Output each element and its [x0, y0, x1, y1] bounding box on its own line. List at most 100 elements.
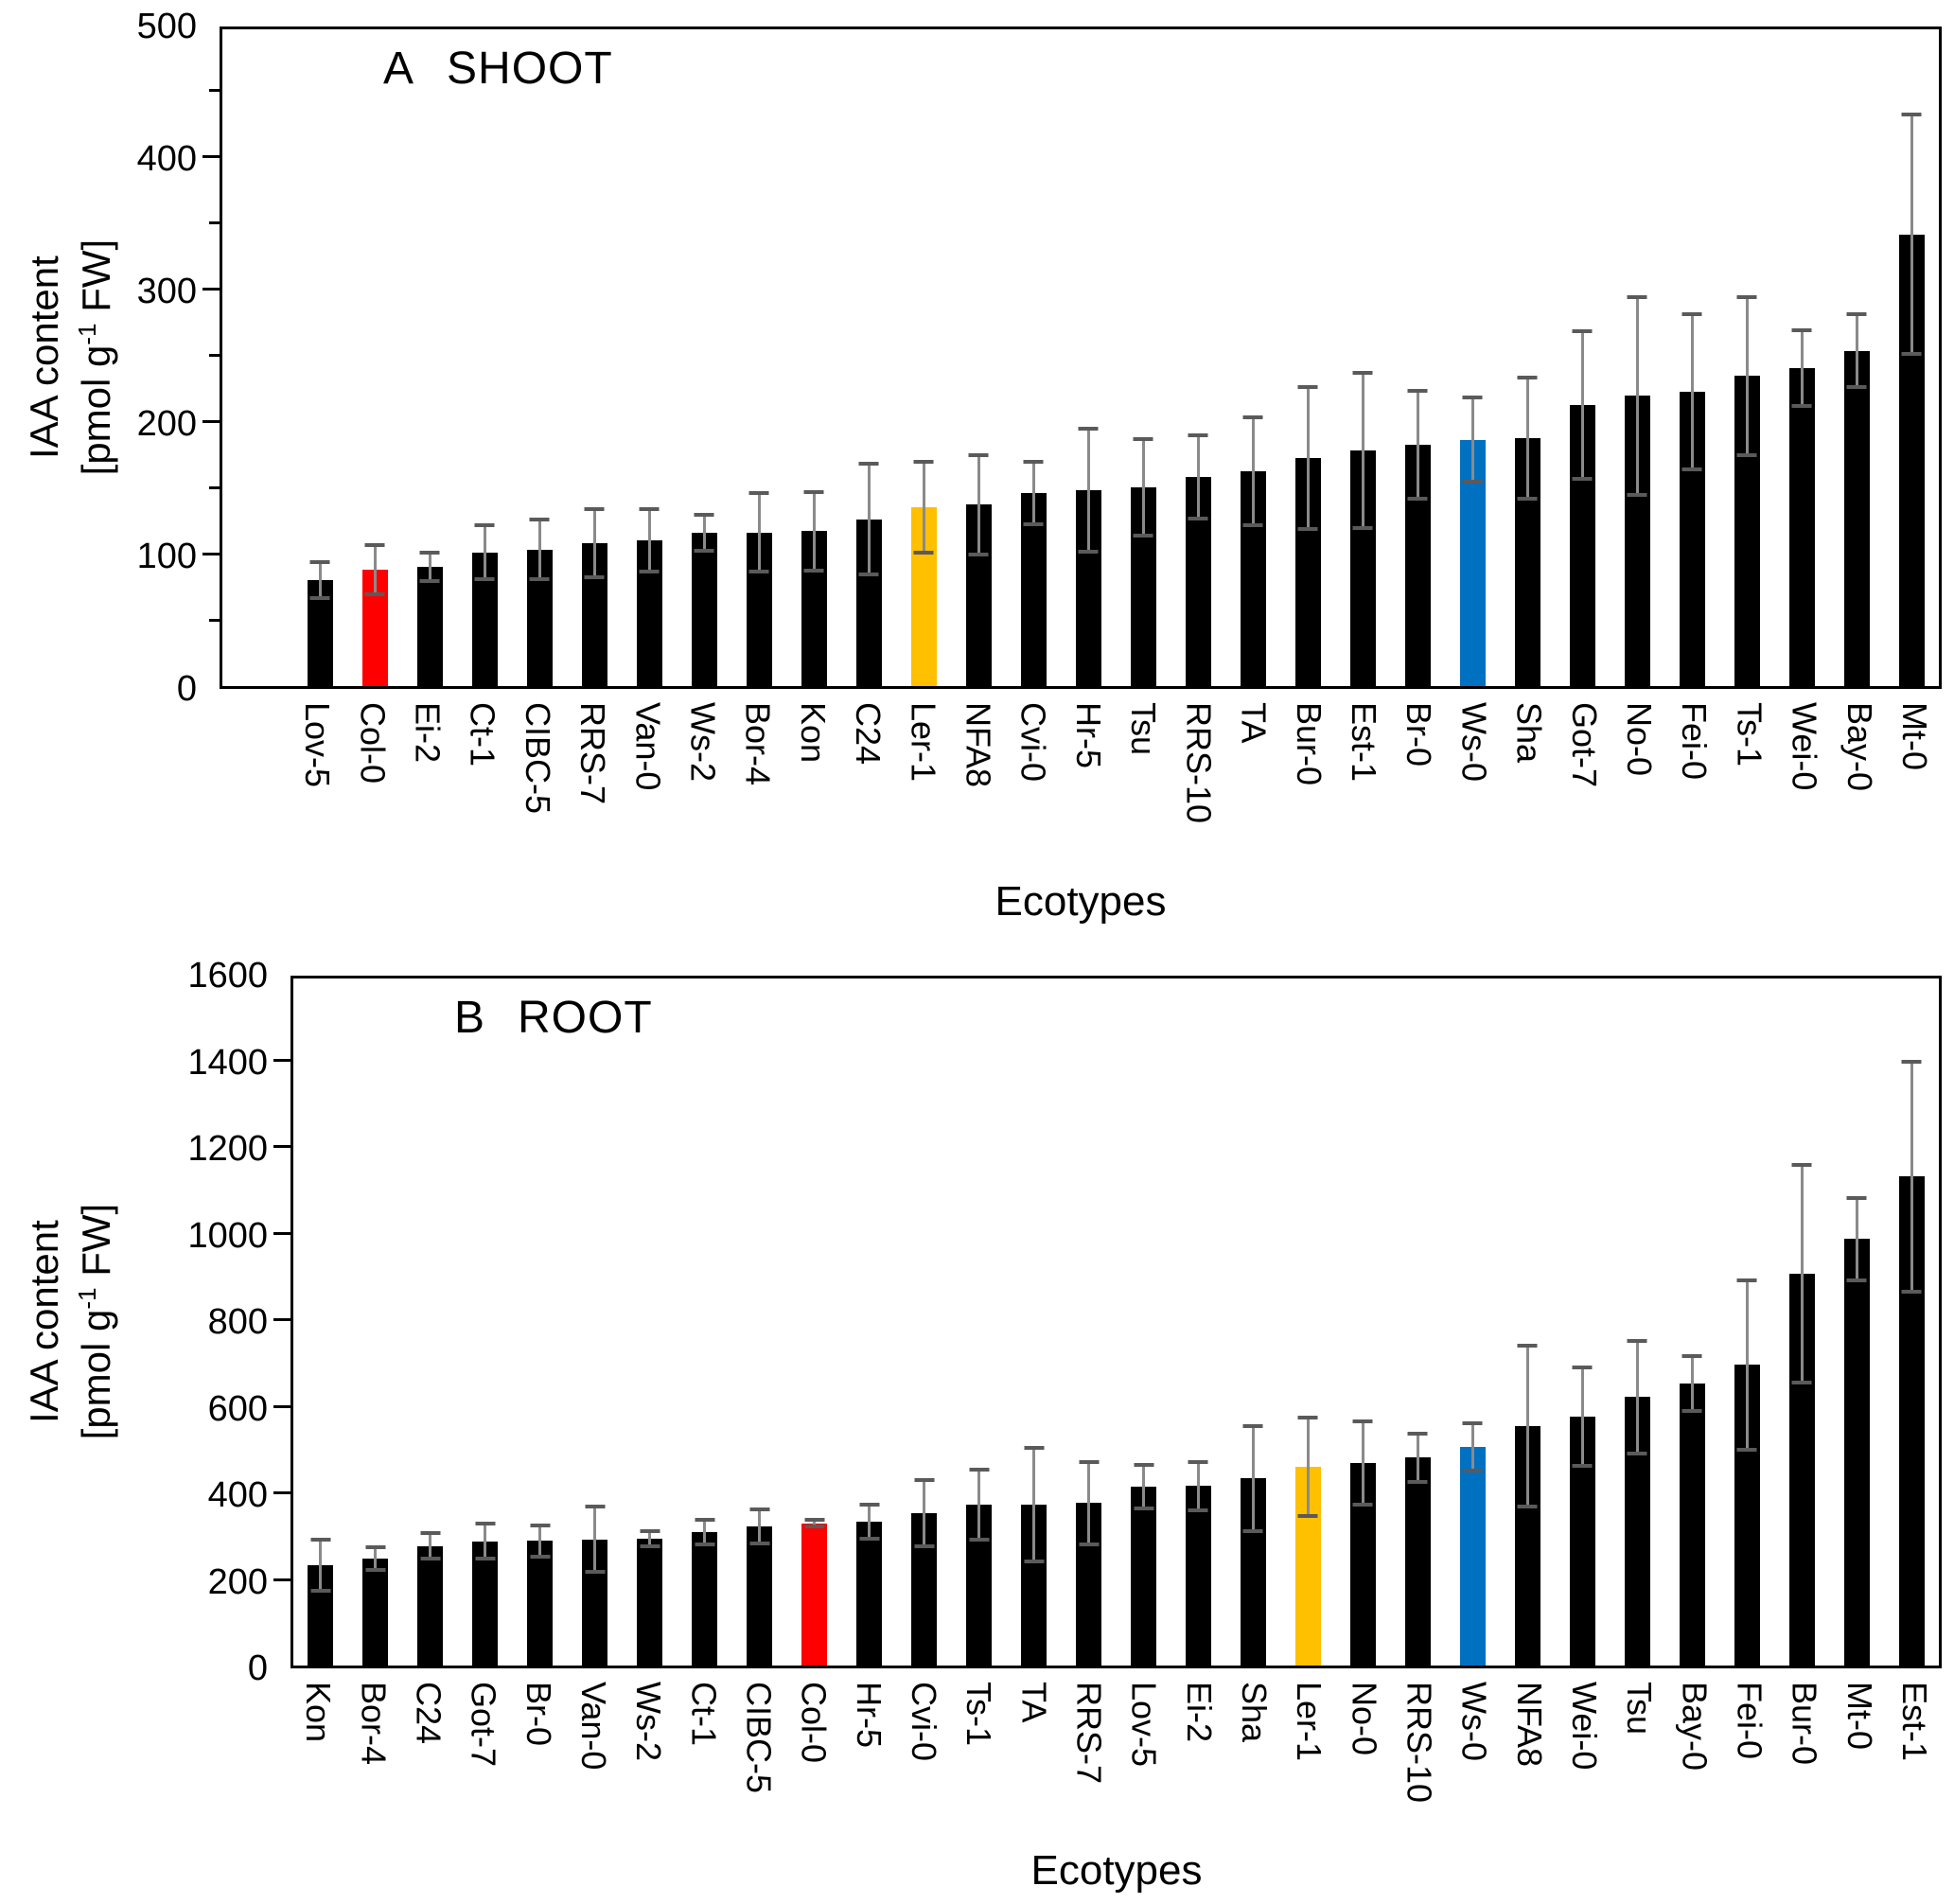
error-bar-cap [1627, 295, 1647, 300]
bar-Got-7 [472, 1541, 499, 1666]
x-category-label: Ws-2 [629, 1682, 669, 1761]
bar-Ei-2 [1185, 1486, 1211, 1666]
x-label-slot: Tsu [1116, 702, 1171, 896]
y-tick-label: 600 [207, 1388, 268, 1429]
error-bar [420, 1531, 441, 1561]
bar-slot [347, 29, 402, 686]
bar-slot [1829, 29, 1884, 686]
x-label-slot: Hr-5 [841, 1682, 896, 1876]
axis-tick [273, 1578, 290, 1581]
x-label-slot: Sha [1501, 702, 1556, 896]
bar-slot [513, 978, 568, 1666]
axis-tick [273, 1318, 290, 1321]
error-bar-cap [969, 1467, 990, 1472]
error-bar [1188, 432, 1208, 520]
x-label-slot: Mt-0 [1832, 1682, 1887, 1876]
x-category-label: Ws-0 [1454, 702, 1494, 782]
bar-slot [1225, 29, 1280, 686]
error-bar [695, 1518, 715, 1546]
error-bar-cap [309, 560, 330, 564]
plot-area-shoot: A SHOOT [202, 26, 1942, 689]
error-bar-line [757, 491, 761, 573]
error-bar-line [1635, 295, 1639, 497]
error-bar-cap [365, 1545, 386, 1550]
error-bar-line [703, 1518, 707, 1546]
axis-tick [209, 221, 220, 224]
error-bar-line [977, 1467, 981, 1542]
error-bar-cap [804, 1525, 825, 1529]
x-category-label: Sha [1509, 702, 1549, 764]
error-bar-line [1141, 436, 1145, 538]
error-bar-cap [1188, 517, 1208, 520]
y-tick-label: 1000 [187, 1215, 268, 1256]
error-bar [530, 1523, 551, 1559]
panel-letter: A [383, 44, 415, 94]
error-bar [1024, 1446, 1045, 1563]
x-label-slot: C24 [840, 702, 895, 896]
error-bar-cap [1407, 1431, 1428, 1436]
bar-slot [403, 978, 458, 1666]
y-axis-tick-labels: 0 200 400 600 800 1000 1200 1400 1600 [0, 957, 281, 1687]
error-bar-line [593, 1505, 597, 1575]
x-label-slot: Ei-2 [399, 702, 454, 896]
bar-Bor-4 [362, 1559, 389, 1666]
y-tick-label: 0 [176, 669, 197, 709]
error-bar-cap [1023, 459, 1044, 464]
error-bar-line [1032, 1446, 1036, 1563]
bar-slot [1555, 29, 1610, 686]
axis-tick [202, 155, 220, 158]
error-bar-line [1690, 312, 1694, 472]
x-label-slot: RRS-7 [1061, 1682, 1116, 1876]
x-label-slot: C24 [400, 1682, 455, 1876]
axis-tick [209, 89, 220, 92]
x-label-slot: Br-0 [511, 1682, 566, 1876]
error-bar-line [1580, 1365, 1584, 1468]
error-bar-cap [639, 570, 660, 573]
error-bar-cap [858, 462, 879, 467]
error-bar-cap [639, 507, 660, 511]
bar-slot [1280, 978, 1335, 1666]
bar-Bay-0 [1679, 1383, 1705, 1666]
x-category-label: Col-0 [353, 702, 393, 785]
y-tick-label: 300 [136, 272, 197, 311]
x-label-slot: Est-1 [1887, 1682, 1942, 1876]
error-bar-cap [1681, 467, 1702, 472]
error-bar-cap [749, 1507, 770, 1511]
error-bar-cap [803, 489, 824, 494]
error-bar-cap [1024, 1559, 1045, 1563]
bar-Wei-0 [1788, 368, 1815, 686]
error-bar [640, 1528, 660, 1549]
bar-slot [1335, 29, 1390, 686]
panel-name: ROOT [518, 993, 653, 1043]
error-bar-cap [364, 542, 385, 547]
x-label-slot: RRS-7 [565, 702, 620, 896]
error-bar-line [1470, 1421, 1474, 1472]
error-bar [1407, 1431, 1428, 1484]
x-category-label: TA [1234, 702, 1274, 744]
axis-tick [209, 354, 220, 357]
bar-slot [1390, 29, 1445, 686]
x-label-slot: Ws-2 [621, 1682, 676, 1876]
error-bar [585, 1505, 606, 1575]
x-label-slot: Cvi-0 [1006, 702, 1061, 896]
error-bar-cap [1517, 376, 1538, 380]
error-bar [1297, 1416, 1318, 1519]
x-label-slot: Got-7 [456, 1682, 511, 1876]
x-category-label: Bur-0 [1785, 1682, 1824, 1766]
error-bar-cap [914, 1543, 935, 1548]
x-label-slot: Fei-0 [1721, 1682, 1776, 1876]
panel-name: SHOOT [447, 44, 613, 94]
error-bar [1407, 389, 1428, 501]
bar-slot [896, 29, 951, 686]
error-bar-cap [475, 1522, 496, 1526]
x-label-slot: Sha [1226, 1682, 1281, 1876]
y-tick-label: 100 [136, 537, 197, 576]
bar-Lov-5 [1131, 1487, 1157, 1666]
bar-slot [1116, 29, 1171, 686]
y-tick-label: 800 [207, 1302, 268, 1342]
x-category-label: Ws-2 [683, 702, 723, 782]
bar-slot [677, 29, 731, 686]
bar-slot [1006, 29, 1061, 686]
error-bar-cap [1188, 432, 1208, 437]
error-bar-cap [1627, 1338, 1647, 1343]
